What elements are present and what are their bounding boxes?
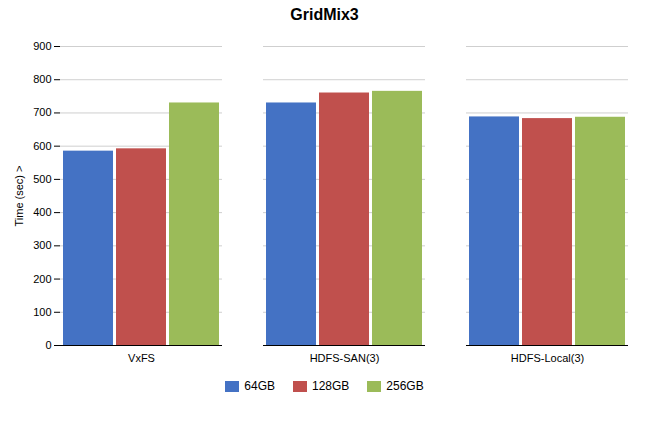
svg-text:HDFS-Local(3): HDFS-Local(3) xyxy=(511,352,584,364)
svg-text:900: 900 xyxy=(33,40,51,52)
svg-text:500: 500 xyxy=(33,173,51,185)
svg-text:VxFS: VxFS xyxy=(128,352,155,364)
svg-text:300: 300 xyxy=(33,239,51,251)
svg-text:700: 700 xyxy=(33,106,51,118)
svg-text:600: 600 xyxy=(33,140,51,152)
html-text:128GB: 128GB xyxy=(312,379,350,393)
html-text:256GB: 256GB xyxy=(386,379,424,393)
html-text:64GB: 64GB xyxy=(244,379,275,393)
svg-text:400: 400 xyxy=(33,206,51,218)
svg-text:100: 100 xyxy=(33,306,51,318)
svg-text:Time (sec) >: Time (sec) > xyxy=(13,165,25,226)
html-text:GridMix3: GridMix3 xyxy=(290,6,359,23)
svg-text:0: 0 xyxy=(45,339,51,351)
svg-text:200: 200 xyxy=(33,273,51,285)
svg-text:800: 800 xyxy=(33,73,51,85)
svg-text:HDFS-SAN(3): HDFS-SAN(3) xyxy=(310,352,380,364)
